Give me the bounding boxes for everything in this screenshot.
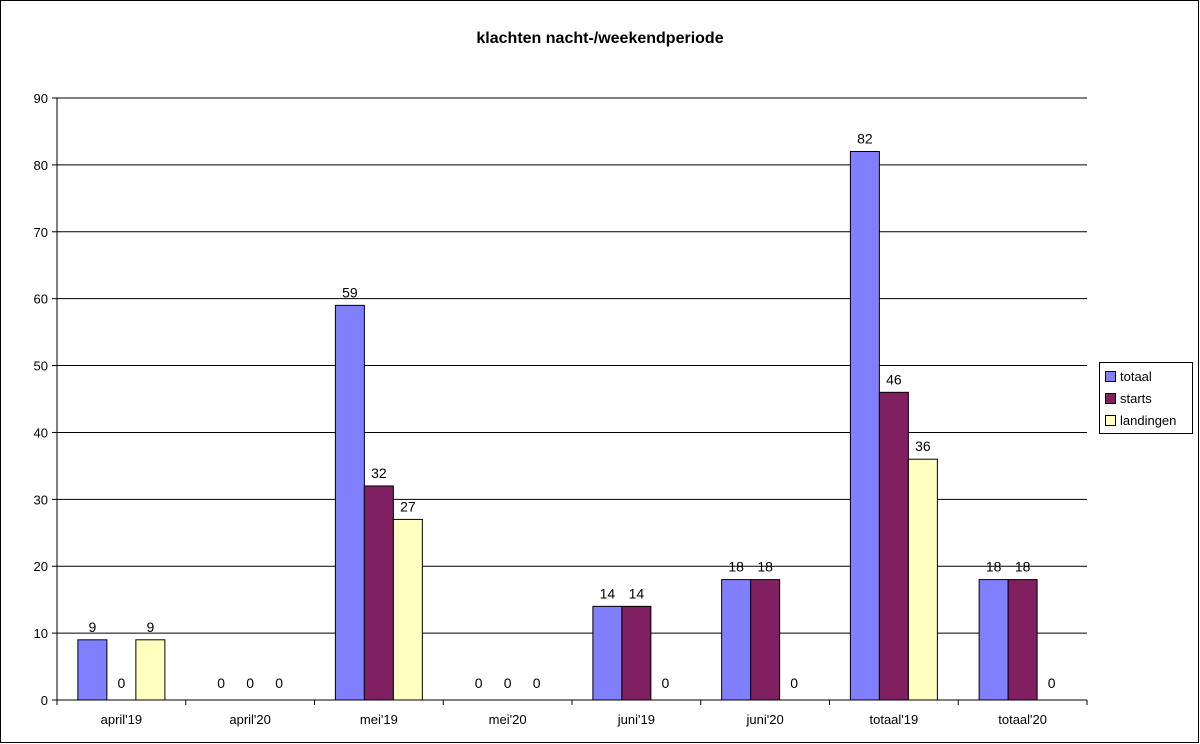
bar [721, 579, 752, 701]
legend-swatch [1105, 370, 1116, 382]
bar [334, 304, 365, 701]
y-tick-label: 70 [34, 225, 48, 240]
y-tick-label: 40 [34, 425, 48, 440]
data-label: 0 [504, 675, 512, 691]
data-label: 0 [217, 675, 225, 691]
bar [907, 458, 938, 701]
bar [978, 579, 1009, 701]
x-tick-label: mei'20 [489, 712, 527, 727]
data-label: 0 [246, 675, 254, 691]
data-label: 18 [986, 559, 1002, 575]
bar [878, 391, 909, 701]
x-tick-label: juni'19 [617, 712, 655, 727]
data-label: 9 [146, 619, 154, 635]
legend-item: landingen [1105, 409, 1192, 431]
data-labels: 9 0 9 0 0 0 59 32 27 0 0 0 14 14 0 18 18 0 82 46 36 18 18 0 [88, 131, 1055, 691]
y-tick-label: 20 [34, 559, 48, 574]
legend-item: totaal [1105, 365, 1192, 387]
legend: totaal starts landingen [1099, 362, 1193, 434]
legend-label: starts [1120, 390, 1152, 406]
y-tick-label: 0 [41, 693, 48, 708]
legend-label: totaal [1120, 368, 1152, 384]
legend-swatch [1105, 392, 1116, 404]
data-label: 0 [790, 675, 798, 691]
data-label: 0 [275, 675, 283, 691]
x-tick-label: totaal'20 [998, 712, 1047, 727]
data-label: 18 [757, 559, 773, 575]
data-label: 18 [728, 559, 744, 575]
bar [392, 518, 423, 701]
data-label: 27 [400, 498, 416, 514]
bar [135, 639, 166, 701]
bar [77, 639, 108, 701]
x-tick-label: totaal'19 [870, 712, 919, 727]
bar [363, 485, 394, 701]
data-label: 46 [886, 371, 902, 387]
data-label: 0 [117, 675, 125, 691]
data-label: 18 [1015, 559, 1031, 575]
data-label: 0 [661, 675, 669, 691]
bar [621, 605, 652, 701]
x-tick-label: mei'19 [360, 712, 398, 727]
bars [77, 151, 1038, 701]
data-label: 59 [342, 284, 358, 300]
gridlines [57, 97, 1087, 634]
data-label: 82 [857, 131, 873, 147]
y-tick-label: 30 [34, 492, 48, 507]
bar [1007, 579, 1038, 701]
bar [849, 151, 880, 701]
data-label: 0 [533, 675, 541, 691]
x-tick-label: juni'20 [746, 712, 784, 727]
x-tick-label: april'19 [101, 712, 143, 727]
data-label: 32 [371, 465, 387, 481]
legend-swatch [1105, 414, 1116, 426]
y-tick-label: 80 [34, 158, 48, 173]
data-label: 36 [915, 438, 931, 454]
bar [750, 579, 781, 701]
y-tick-label: 90 [34, 91, 48, 106]
y-tick-label: 50 [34, 359, 48, 374]
legend-label: landingen [1120, 412, 1177, 428]
legend-item: starts [1105, 387, 1192, 409]
y-tick-label: 10 [34, 626, 48, 641]
data-label: 0 [475, 675, 483, 691]
y-tick-label: 60 [34, 292, 48, 307]
data-label: 9 [88, 619, 96, 635]
data-label: 0 [1048, 675, 1056, 691]
x-tick-label: april'20 [229, 712, 271, 727]
chart-title: klachten nacht-/weekendperiode [476, 30, 724, 47]
bar [592, 605, 623, 701]
data-label: 14 [629, 585, 645, 601]
data-label: 14 [600, 585, 616, 601]
